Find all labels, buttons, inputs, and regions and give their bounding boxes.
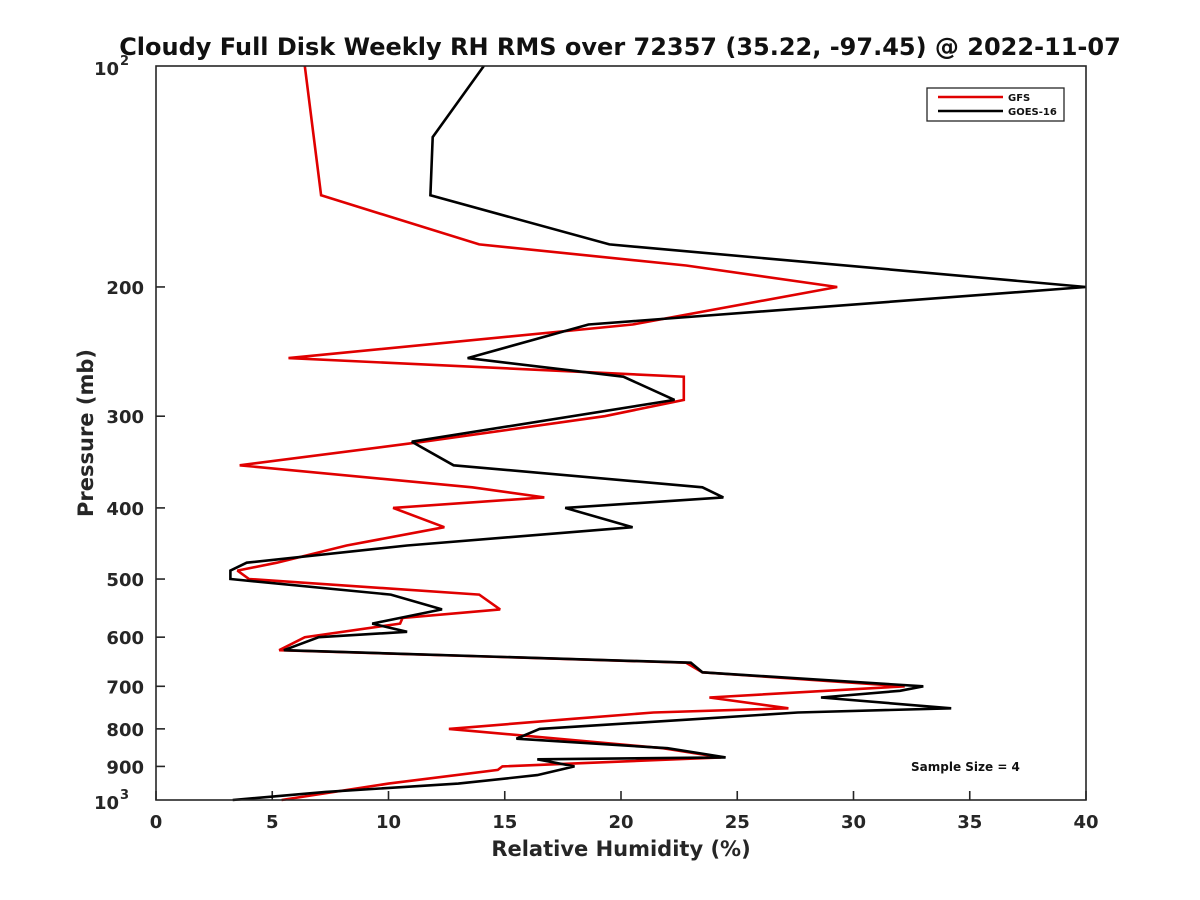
y-tick-label-power: 10 (94, 59, 119, 80)
y-tick-label: 900 (106, 757, 144, 778)
y-tick-label: 200 (106, 278, 144, 299)
y-tick-label: 400 (106, 499, 144, 520)
x-tick-label: 40 (1073, 812, 1098, 833)
y-tick-label-power: 10 (94, 793, 119, 814)
plot-frame (155, 65, 1087, 801)
legend: GFS GOES-16 (926, 87, 1065, 122)
x-tick-label: 25 (725, 812, 750, 833)
x-tick-label: 20 (608, 812, 633, 833)
y-tick-label: 300 (106, 407, 144, 428)
series-line-goes16 (229, 65, 1087, 802)
chart-title: Cloudy Full Disk Weekly RH RMS over 7235… (119, 33, 1121, 61)
x-tick-label: 0 (150, 812, 163, 833)
y-tick-label: 800 (106, 720, 144, 741)
legend-label-gfs: GFS (1008, 93, 1030, 104)
plot-series (229, 65, 1087, 802)
x-tick-label: 5 (266, 812, 279, 833)
x-axis-label: Relative Humidity (%) (491, 837, 750, 861)
x-tick-label: 35 (957, 812, 982, 833)
y-tick-label: 500 (106, 570, 144, 591)
y-axis-label: Pressure (mb) (74, 349, 98, 517)
legend-box (926, 87, 1065, 122)
series-line-gfs (236, 65, 905, 802)
y-tick-exponent: 3 (120, 788, 129, 803)
x-tick-label: 10 (376, 812, 401, 833)
x-axis: 0 5 10 15 20 25 30 35 40 (150, 791, 1099, 833)
y-tick-exponent: 2 (120, 54, 129, 69)
sample-size-annotation: Sample Size = 4 (911, 760, 1020, 774)
x-tick-label: 30 (841, 812, 866, 833)
y-tick-label: 700 (106, 677, 144, 698)
legend-label-goes16: GOES-16 (1008, 107, 1057, 118)
x-tick-label: 15 (492, 812, 517, 833)
y-tick-label: 600 (106, 628, 144, 649)
